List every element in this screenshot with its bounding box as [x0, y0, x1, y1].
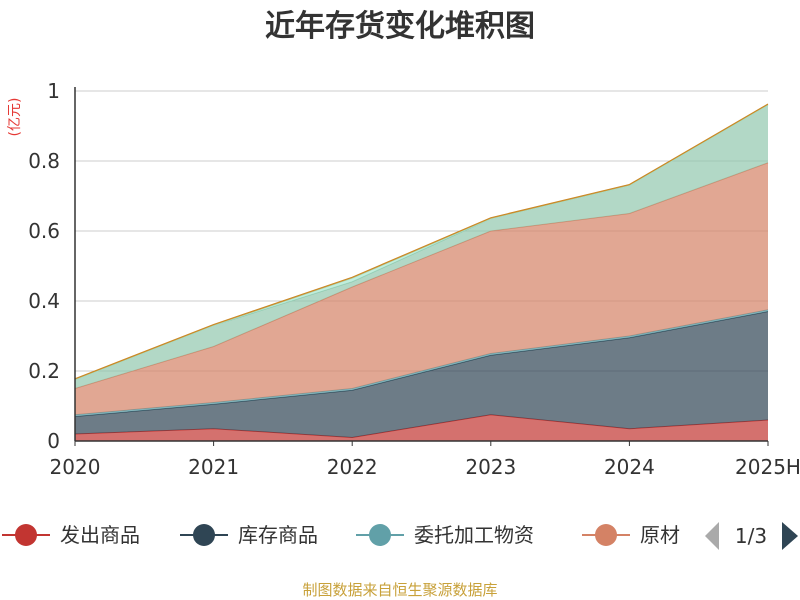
- x-tick-label: 2022: [327, 455, 378, 479]
- y-tick-label: 0.6: [28, 219, 60, 243]
- y-axis-ticks: 0 0.2 0.4 0.6 0.8 1: [28, 79, 60, 453]
- legend-item[interactable]: 发出商品: [2, 523, 140, 547]
- legend-pager: 1/3: [705, 522, 798, 550]
- legend-item[interactable]: 库存商品: [180, 523, 318, 547]
- legend-prev-icon[interactable]: [705, 522, 719, 550]
- series-area-6: [75, 103, 768, 380]
- x-tick-label: 2024: [604, 455, 655, 479]
- legend-next-icon[interactable]: [782, 522, 798, 550]
- y-tick-label: 0.4: [28, 289, 60, 313]
- axes: [74, 87, 768, 442]
- x-tick-label: 2025H: [735, 455, 800, 479]
- y-tick-label: 0.8: [28, 149, 60, 173]
- legend-marker-icon: [369, 524, 391, 546]
- x-axis-ticks: 2020 2021 2022 2023 2024 2025H: [50, 441, 800, 479]
- series-area-4: [75, 105, 768, 389]
- legend-marker-icon: [15, 524, 37, 546]
- x-tick-label: 2023: [465, 455, 516, 479]
- series-area-1: [75, 311, 768, 438]
- legend-item[interactable]: 原材: [582, 523, 680, 547]
- y-axis-unit: (亿元): [7, 98, 23, 137]
- y-tick-label: 0.2: [28, 359, 60, 383]
- legend-label: 原材: [640, 523, 680, 547]
- series-area-0: [75, 414, 768, 441]
- x-tick-label: 2021: [188, 455, 239, 479]
- legend-marker-icon: [595, 524, 617, 546]
- legend-label: 发出商品: [60, 523, 140, 547]
- legend-label: 委托加工物资: [414, 523, 534, 547]
- series-line-6: [74, 103, 769, 380]
- legend: 发出商品 库存商品 委托加工物资 原材: [2, 523, 680, 547]
- x-tick-label: 2020: [50, 455, 101, 479]
- source-note: 制图数据来自恒生聚源数据库: [302, 581, 497, 599]
- y-tick-label: 1: [47, 79, 60, 103]
- plot-area: [74, 103, 769, 441]
- legend-page-indicator: 1/3: [735, 524, 767, 548]
- chart-title: 近年存货变化堆积图: [265, 9, 535, 44]
- legend-label: 库存商品: [238, 523, 318, 547]
- y-tick-label: 0: [47, 429, 60, 453]
- legend-item[interactable]: 委托加工物资: [356, 523, 534, 547]
- legend-marker-icon: [193, 524, 215, 546]
- series-area-3: [75, 162, 768, 415]
